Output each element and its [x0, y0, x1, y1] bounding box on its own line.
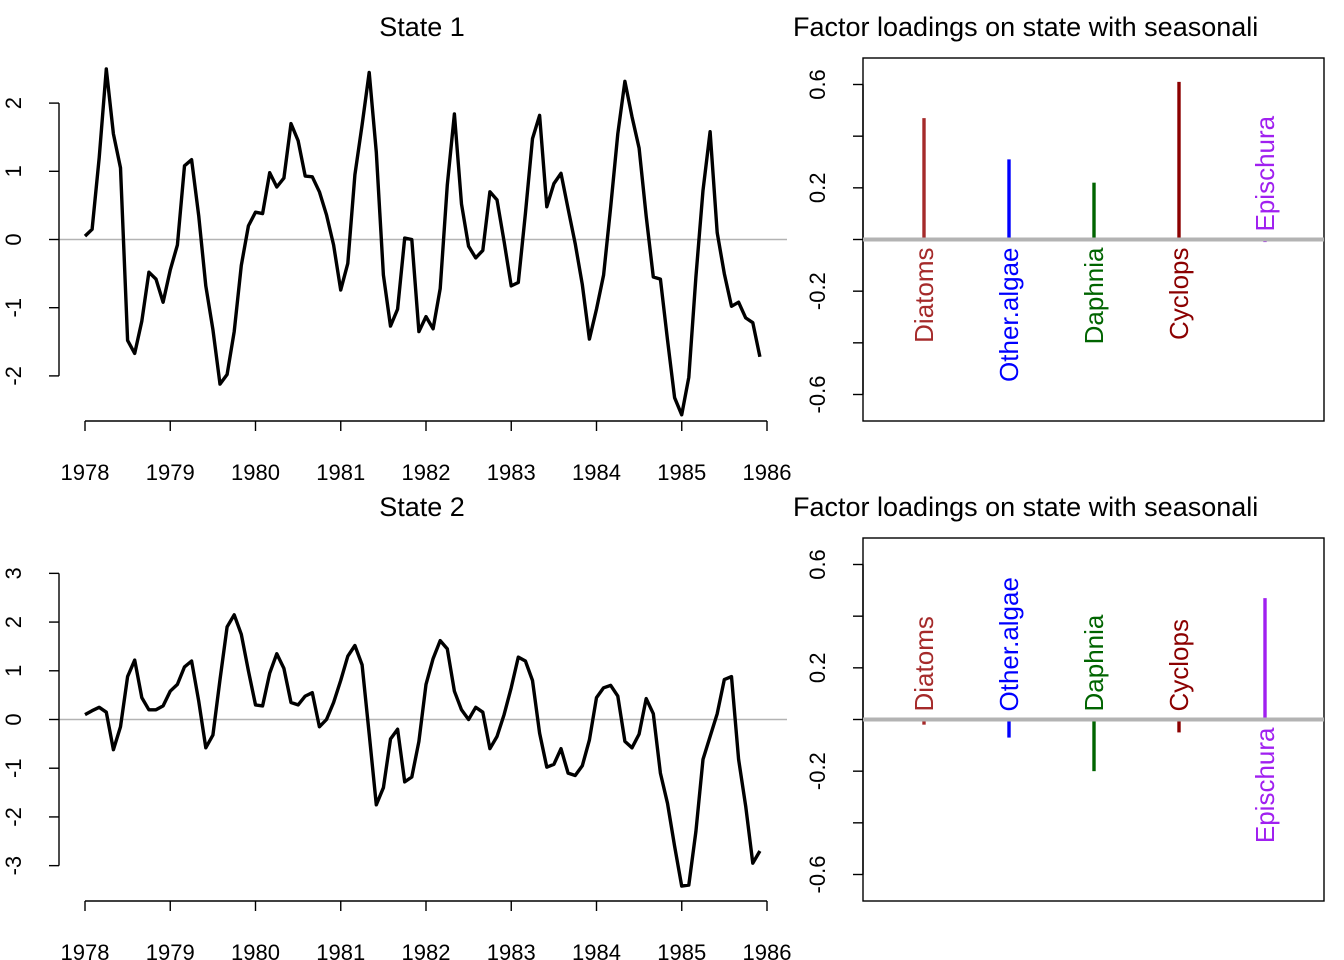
state-2-y-tick-label: 3: [1, 567, 26, 579]
state-1-x-tick-label: 1983: [487, 460, 536, 485]
loadings-2-y-axis: -0.6 -0.2 0.2 0.6: [805, 549, 864, 894]
loadings-2-label-epischura: Epischura: [1250, 727, 1280, 843]
loadings-1-label-cyclops: Cyclops: [1164, 248, 1194, 340]
loadings-1-label-daphnia: Daphnia: [1079, 247, 1109, 344]
state-2-x-tick-label: 1978: [61, 940, 110, 960]
state-2-x-tick-label: 1986: [743, 940, 792, 960]
loadings-1-title: Factor loadings on state with seasonali: [793, 12, 1258, 42]
state-1-x-tick-label: 1984: [572, 460, 621, 485]
state-1-x-axis: 1978 1979 1980 1981 1982 1983 1984 1985 1986: [61, 420, 792, 485]
state-1-x-tick-label: 1979: [146, 460, 195, 485]
loadings-1-bars: [922, 81, 1267, 243]
loadings-2-bars: [922, 598, 1267, 772]
loadings-1-y-tick-label: 0.2: [805, 173, 830, 204]
state-2-series-line: [84, 613, 762, 888]
state-2-x-tick-label: 1979: [146, 940, 195, 960]
state-2-title: State 2: [379, 492, 465, 522]
loadings-2-labels: Diatoms Other.algae Daphnia Cyclops Epischur…: [909, 577, 1280, 843]
state-2-y-tick-label: -2: [1, 807, 26, 827]
state-1-y-tick-label: -1: [1, 298, 26, 318]
state-1-panel: State 1 1978 1979 1980 1981 1982 1983 1984 1985…: [1, 12, 791, 485]
state-2-y-tick-label: -1: [1, 758, 26, 778]
loadings-1-label-diatoms: Diatoms: [909, 248, 939, 343]
loadings-1-y-tick-label: -0.2: [805, 272, 830, 310]
state-2-x-tick-label: 1984: [572, 940, 621, 960]
loadings-1-y-tick-label: 0.6: [805, 69, 830, 100]
state-1-title: State 1: [379, 12, 465, 42]
state-2-y-axis: -3 -2 -1 0 1 2 3: [1, 567, 60, 876]
state-1-y-tick-label: 0: [1, 233, 26, 245]
state-1-y-tick-label: 2: [1, 97, 26, 109]
state-1-y-axis: -2 -1 0 1 2: [1, 97, 60, 386]
state-2-y-tick-label: -3: [1, 856, 26, 876]
state-2-y-tick-label: 2: [1, 616, 26, 628]
loadings-1-y-tick-label: -0.6: [805, 376, 830, 414]
state-1-x-tick-label: 1980: [231, 460, 280, 485]
loadings-2-panel: Factor loadings on state with seasonali …: [793, 492, 1325, 902]
state-2-panel: State 2 1978 1979 1980 1981 1982 1983 1984 1985…: [1, 492, 791, 960]
state-1-series: [83, 67, 762, 417]
loadings-2-label-cyclops: Cyclops: [1164, 619, 1194, 711]
state-2-x-tick-label: 1982: [402, 940, 451, 960]
loadings-2-y-tick-label: -0.6: [805, 856, 830, 894]
state-1-x-tick-label: 1981: [316, 460, 365, 485]
loadings-1-panel: Factor loadings on state with seasonali …: [793, 12, 1325, 422]
state-1-x-tick-label: 1978: [61, 460, 110, 485]
loadings-2-label-diatoms: Diatoms: [909, 616, 939, 711]
state-1-x-tick-label: 1986: [743, 460, 792, 485]
loadings-2-label-daphnia: Daphnia: [1079, 614, 1109, 711]
state-1-y-tick-label: 1: [1, 165, 26, 177]
loadings-2-y-tick-label: 0.6: [805, 549, 830, 580]
state-2-y-tick-label: 1: [1, 665, 26, 677]
loadings-1-y-axis: -0.6 -0.2 0.2 0.6: [805, 69, 864, 414]
state-2-x-tick-label: 1985: [657, 940, 706, 960]
state-1-series-line: [83, 67, 762, 417]
state-1-y-tick-label: -2: [1, 366, 26, 386]
state-2-series: [84, 613, 762, 888]
state-1-x-tick-label: 1985: [657, 460, 706, 485]
loadings-1-label-other-algae: Other.algae: [994, 248, 1024, 382]
state-2-y-tick-label: 0: [1, 713, 26, 725]
state-2-x-tick-label: 1983: [487, 940, 536, 960]
loadings-1-labels: Diatoms Other.algae Daphnia Cyclops Epischur…: [909, 115, 1280, 382]
state-2-x-tick-label: 1981: [316, 940, 365, 960]
state-2-x-axis: 1978 1979 1980 1981 1982 1983 1984 1985 1986: [61, 900, 792, 960]
state-2-x-tick-label: 1980: [231, 940, 280, 960]
loadings-1-label-epischura: Epischura: [1250, 115, 1280, 231]
loadings-2-label-other-algae: Other.algae: [994, 577, 1024, 711]
state-1-x-tick-label: 1982: [402, 460, 451, 485]
loadings-2-title: Factor loadings on state with seasonali: [793, 492, 1258, 522]
loadings-2-y-tick-label: 0.2: [805, 653, 830, 684]
loadings-2-y-tick-label: -0.2: [805, 752, 830, 790]
